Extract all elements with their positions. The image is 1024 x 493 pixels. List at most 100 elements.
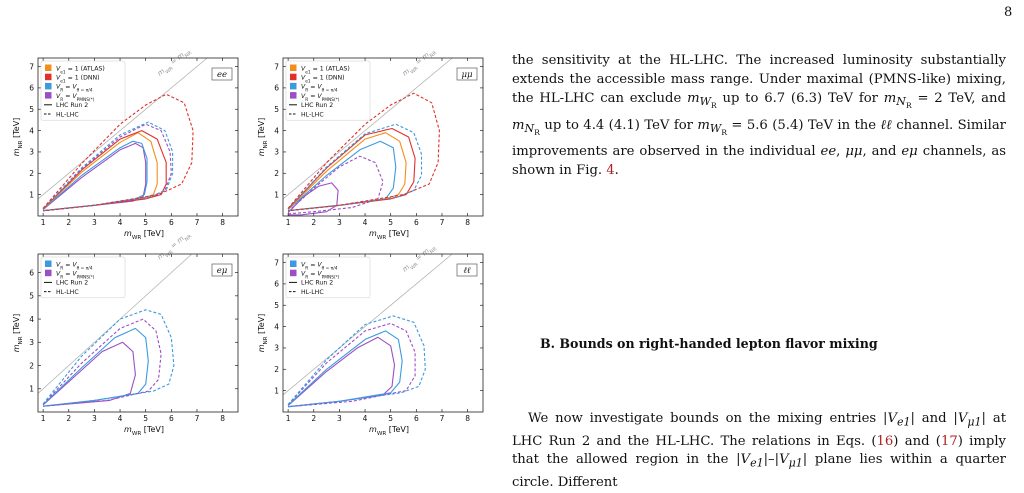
contour-pmns-dashed (42, 318, 162, 407)
legend-item-pi4: VR = Vθ = π/4 (45, 82, 93, 94)
legend: VR = Vθ = π/4VR = VPMNS(*)LHC Run 2 HL-LH… (285, 256, 371, 299)
y-axis-label: mNR [TeV] (12, 118, 24, 157)
svg-text:Ve1 = 1 (DNN): Ve1 = 1 (DNN) (301, 75, 345, 85)
axes-frame (282, 253, 484, 413)
x-tick-label: 6 (414, 414, 419, 423)
contour-pi4-dashed (42, 121, 174, 212)
channel-box (211, 263, 233, 277)
legend-item-hllhc: HL-LHC (44, 289, 79, 296)
channel-box (211, 67, 233, 81)
contour-dnn-dashed (42, 93, 194, 212)
channel-label: μμ (461, 70, 473, 80)
x-tick-label: 8 (465, 414, 470, 423)
channel-box (456, 67, 478, 81)
y-tick-label: 6 (274, 84, 279, 93)
legend-item-pmns: VR = VPMNS(*) (290, 92, 340, 102)
x-tick-label: 1 (286, 414, 291, 423)
svg-text:Ve1 = 1 (DNN): Ve1 = 1 (DNN) (56, 75, 100, 85)
y-tick-label: 3 (274, 344, 279, 353)
y-tick-label: 4 (274, 126, 279, 135)
svg-text:VR = Vθ = π/4: VR = Vθ = π/4 (56, 261, 93, 271)
x-axis-label: mWR [TeV] (124, 425, 164, 437)
y-tick-label: 4 (29, 126, 34, 135)
y-tick-label: 5 (29, 105, 34, 114)
contour-pi4-solid (287, 330, 403, 408)
x-tick-label: 4 (363, 218, 368, 227)
x-tick-label: 3 (337, 218, 342, 227)
page-number: 8 (1004, 5, 1013, 20)
svg-text:LHC Run 2: LHC Run 2 (56, 102, 88, 109)
y-tick-label: 7 (274, 62, 279, 71)
diagonal-label: mWR = mNR (401, 46, 439, 80)
contour-pi4-dashed (42, 309, 175, 407)
legend-item-run2: LHC Run 2 (44, 102, 88, 109)
legend-item-run2: LHC Run 2 (44, 280, 88, 287)
plot-panel-ee: mWR = mNR 1 2 3 4 5 6 7 8 1 2 3 4 5 6 7 mWR [TeV] mNR [Te… (10, 50, 246, 242)
diagonal-line (283, 58, 453, 200)
legend-item-dnn: Ve1 = 1 (DNN) (290, 73, 345, 85)
y-tick-label: 2 (29, 361, 34, 370)
svg-text:Ve1 = 1 (ATLAS): Ve1 = 1 (ATLAS) (56, 65, 105, 75)
x-tick-label: 4 (363, 414, 368, 423)
channel-box (456, 263, 478, 277)
y-axis-label: mNR [TeV] (12, 314, 24, 353)
x-tick-label: 1 (286, 218, 291, 227)
svg-text:HL-LHC: HL-LHC (56, 111, 79, 118)
y-tick-label: 3 (29, 338, 34, 347)
contour-pi4-dashed (287, 123, 423, 212)
legend: Ve1 = 1 (ATLAS)Ve1 = 1 (DNN)VR = Vθ = π/… (40, 60, 126, 121)
contour-pmns-dashed (287, 155, 384, 215)
contour-dnn-dashed (287, 92, 440, 212)
x-axis-label: mWR [TeV] (369, 229, 409, 241)
y-tick-label: 5 (274, 301, 279, 310)
svg-text:HL-LHC: HL-LHC (301, 111, 324, 118)
x-tick-label: 3 (92, 218, 97, 227)
svg-text:VR = VPMNS(*): VR = VPMNS(*) (56, 271, 95, 281)
y-tick-label: 1 (29, 385, 34, 394)
svg-text:VR = Vθ = π/4: VR = Vθ = π/4 (301, 84, 338, 94)
plot-panel-mumu: mWR = mNR 1 2 3 4 5 6 7 8 1 2 3 4 5 6 7 mWR [TeV] mNR [Te… (255, 50, 491, 242)
legend-item-hllhc: HL-LHC (44, 111, 79, 118)
channel-label: ℓℓ (463, 266, 471, 276)
y-tick-label: 7 (29, 62, 34, 71)
channel-label: eμ (217, 266, 228, 276)
legend-item-pi4: VR = Vθ = π/4 (290, 82, 338, 94)
section-heading: B. Bounds on right-handed lepton flavor … (540, 336, 878, 351)
x-tick-label: 5 (388, 414, 393, 423)
y-tick-label: 1 (29, 190, 34, 199)
diagonal-label: mWR = mNR (156, 46, 194, 80)
legend-item-pmns: VR = VPMNS(*) (45, 92, 95, 102)
svg-text:LHC Run 2: LHC Run 2 (301, 280, 333, 287)
legend-item-pmns: VR = VPMNS(*) (290, 269, 340, 280)
legend-item-pi4: VR = Vθ = π/4 (290, 260, 338, 271)
y-tick-label: 5 (274, 105, 279, 114)
svg-text:VR = VPMNS(*): VR = VPMNS(*) (56, 93, 95, 103)
y-tick-label: 6 (29, 268, 34, 277)
contour-pmns-dashed (287, 322, 416, 408)
plot-panel-emu: mWR = mNR 1 2 3 4 5 6 7 8 1 2 3 4 5 6 mWR [TeV] mNR [TeV… (10, 233, 246, 438)
x-tick-label: 2 (311, 218, 316, 227)
y-axis-label: mNR [TeV] (257, 314, 269, 353)
contour-pi4-dashed (287, 315, 426, 408)
x-tick-label: 7 (195, 414, 200, 423)
x-tick-label: 8 (220, 414, 225, 423)
svg-text:VR = VPMNS(*): VR = VPMNS(*) (301, 93, 340, 103)
x-axis-label: mWR [TeV] (369, 425, 409, 437)
axes-frame (37, 253, 239, 413)
x-tick-label: 7 (195, 218, 200, 227)
diagonal-line (283, 254, 453, 396)
svg-text:LHC Run 2: LHC Run 2 (56, 280, 88, 287)
x-axis-label: mWR [TeV] (124, 229, 164, 241)
svg-text:VR = Vθ = π/4: VR = Vθ = π/4 (56, 84, 93, 94)
x-tick-label: 7 (440, 218, 445, 227)
x-tick-label: 7 (440, 414, 445, 423)
svg-text:LHC Run 2: LHC Run 2 (301, 102, 333, 109)
legend-item-pmns: VR = VPMNS(*) (45, 269, 95, 281)
x-tick-label: 6 (169, 218, 174, 227)
diagonal-label: mWR = mNR (401, 242, 439, 276)
x-tick-label: 8 (465, 218, 470, 227)
x-tick-label: 3 (92, 414, 97, 423)
